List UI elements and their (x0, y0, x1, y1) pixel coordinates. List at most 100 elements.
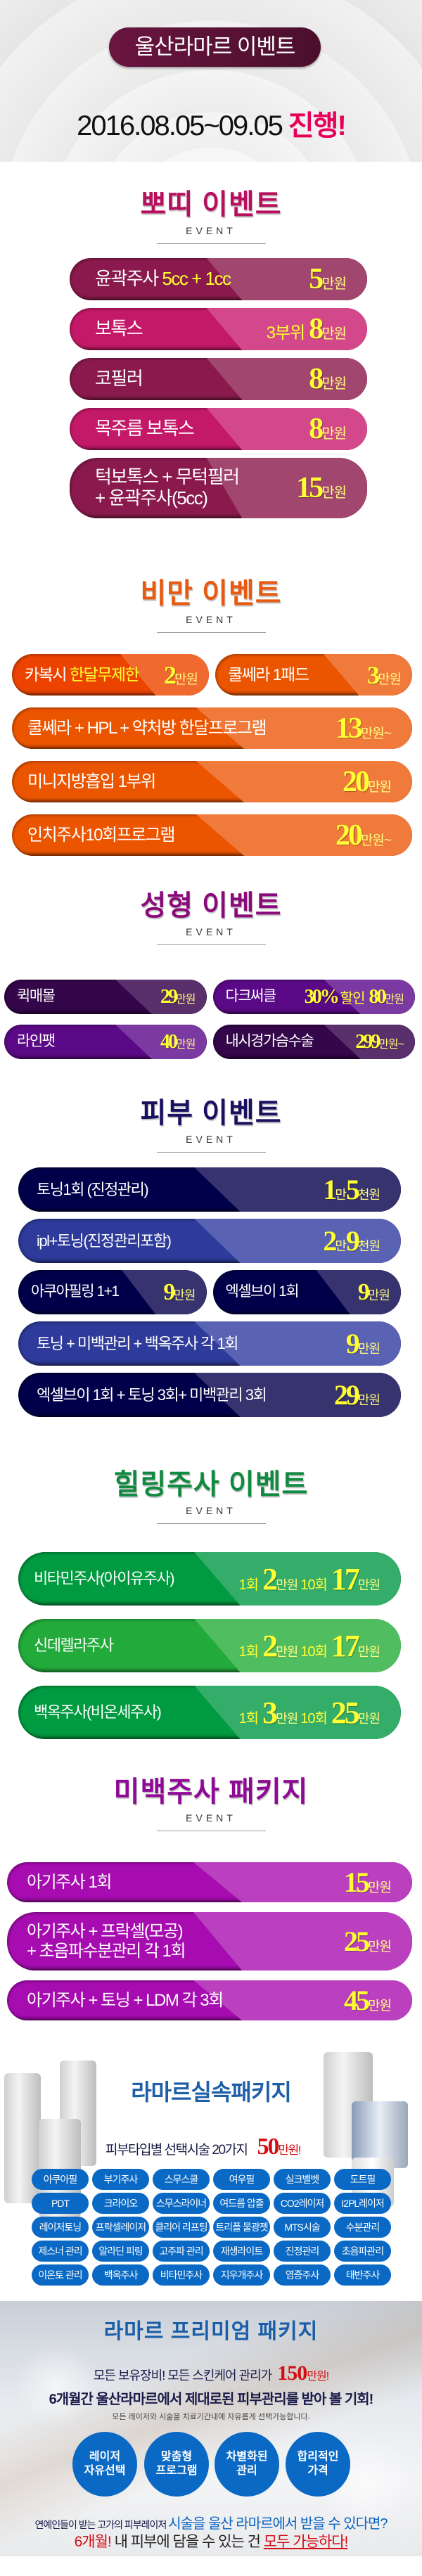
event-item[interactable]: 아기주사 1회 15 만원 (7, 1862, 412, 1902)
price-note: 1회 (238, 1643, 260, 1660)
event-item[interactable]: 코필러 8 만원 (70, 358, 367, 400)
feature-circle-line: 관리 (236, 2465, 257, 2477)
treatment-chip[interactable]: 초음파관리 (334, 2241, 391, 2262)
treatment-chip[interactable]: 재생라이트 (213, 2241, 270, 2262)
package-title: 라마르실속패키지 (131, 2080, 292, 2105)
event-item[interactable]: 비타민주사(아이유주사) 1회 2 만원 10회 17 만원 (18, 1552, 401, 1606)
event-item[interactable]: 미니지방흡입 1부위 20 만원 (12, 761, 412, 802)
treatment-chip[interactable]: 이온토 관리 (32, 2264, 89, 2286)
price-big: 45 (344, 1985, 370, 2016)
price-big: 8 (309, 363, 324, 395)
treatment-chip[interactable]: 제스너 관리 (32, 2241, 89, 2262)
treatment-chip[interactable]: 비타민주사 (153, 2264, 210, 2286)
event-item[interactable]: 아쿠아필링 1+1 9 만원 (18, 1270, 207, 1314)
treatment-chip[interactable]: 고주파 관리 (153, 2241, 210, 2262)
treatment-chip[interactable]: 부기주사 (92, 2169, 149, 2190)
treatment-chip[interactable]: 레이저토닝 (32, 2217, 89, 2238)
event-item[interactable]: 윤곽주사 5cc + 1cc 5 만원 (70, 258, 367, 300)
event-item[interactable]: 내시경가슴수술 299 만원~ (212, 1025, 415, 1059)
treatment-chip[interactable]: 도트필 (334, 2169, 391, 2190)
event-item-price: 8 만원 (309, 412, 347, 446)
treatment-chip[interactable]: 트리플 물광젯 (213, 2217, 270, 2238)
event-item-name-part: 엑셀브이 1회 + 토닝 3회+ 미백관리 3회 (37, 1385, 267, 1404)
price-note: 10회 (300, 1643, 328, 1660)
event-item[interactable]: 아기주사 + 프락셀(모공) + 초음파수분관리 각 1회 25 만원 (7, 1912, 412, 1971)
event-item[interactable]: 카복시 한달무제한 2 만원 (12, 654, 209, 696)
treatment-chip[interactable]: CO2레이저 (274, 2193, 331, 2214)
price-big: 2 (323, 1225, 337, 1257)
event-item[interactable]: 엑셀브이 1회 9 만원 (212, 1270, 401, 1314)
event-item[interactable]: 턱보톡스 + 무턱필러 + 윤곽주사(5cc) 15 만원 (70, 458, 367, 518)
event-item[interactable]: 쿨쎄라 + HPL + 약처방 한달프로그램 13 만원~ (12, 707, 412, 749)
treatment-chip[interactable]: PDT (32, 2193, 89, 2214)
event-item[interactable]: 보톡스 3부위 8 만원 (70, 308, 367, 350)
event-item-price: 13 만원~ (335, 712, 392, 745)
treatment-chip[interactable]: 여우필 (213, 2169, 270, 2190)
treatment-chip[interactable]: 크라이오 (92, 2193, 149, 2214)
section-divider (156, 1523, 266, 1524)
event-item[interactable]: 토닝 + 미백관리 + 백옥주사 각 1회 9 만원 (18, 1321, 401, 1366)
treatment-chip[interactable]: 여드름 압출 (213, 2193, 270, 2214)
event-item-name: 아쿠아필링 1+1 (31, 1283, 120, 1300)
price-big: 80 (369, 985, 387, 1008)
section-subtitle: EVENT (186, 614, 236, 625)
price-unit: 만원 (276, 1644, 298, 1659)
price-unit: 만원 (321, 326, 347, 342)
price-big: 2 (262, 1561, 278, 1596)
treatment-chip[interactable]: 지우개주사 (213, 2264, 270, 2286)
event-item[interactable]: 인치주사10회프로그램 20 만원~ (12, 814, 412, 856)
event-item-name-line: 토닝1회 (진정관리) (37, 1181, 149, 1198)
event-item-name-part: 퀵매몰 (17, 988, 56, 1005)
feature-circle-line: 합리적인 (297, 2451, 339, 2463)
price-unit: 만원 (176, 1038, 196, 1051)
treatment-chip[interactable]: 진정관리 (274, 2241, 331, 2262)
price-big: 9 (163, 1279, 175, 1305)
event-item[interactable]: 목주름 보톡스 8 만원 (70, 408, 367, 450)
section-title: 뽀띠 이벤트 (140, 189, 282, 220)
event-item[interactable]: 다크써클 30% 할인 80 만원 (212, 980, 415, 1014)
event-item[interactable]: 아기주사 + 토닝 + LDM 각 3회 45 만원 (7, 1980, 412, 2020)
feature-circle-line: 프로그램 (155, 2465, 198, 2477)
event-item[interactable]: ipl+토닝(진정관리포함) 2 만 9 천원 (18, 1219, 401, 1263)
event-item[interactable]: 백옥주사(비온세주사) 1회 3 만원 10회 25 만원 (18, 1686, 401, 1739)
event-row: 카복시 한달무제한 2 만원 쿨쎄라 1패드 3 만원 (12, 654, 412, 696)
treatment-chip[interactable]: 태반주사 (334, 2264, 391, 2286)
event-item-name-part: 미니지방흡입 1부위 (27, 771, 156, 791)
event-item[interactable]: 엑셀브이 1회 + 토닝 3회+ 미백관리 3회 29 만원 (18, 1373, 401, 1417)
price-unit: 만원 (368, 779, 392, 795)
event-item[interactable]: 퀵매몰 29 만원 (4, 980, 207, 1014)
event-item[interactable]: 토닝1회 (진정관리) 1 만 5 천원 (18, 1167, 401, 1212)
treatment-chip[interactable]: 스무스라이너 (153, 2193, 210, 2214)
treatment-chip[interactable]: 염증주사 (274, 2264, 331, 2286)
treatment-chip[interactable]: 스무스쿨 (153, 2169, 210, 2190)
treatment-chip[interactable]: 알라딘 피링 (92, 2241, 149, 2262)
price-unit: 만원 (173, 1288, 196, 1302)
feature-circle-line: 맞춤형 (160, 2451, 193, 2463)
event-row: 인치주사10회프로그램 20 만원~ (12, 814, 412, 856)
section-subtitle: EVENT (186, 1812, 236, 1824)
section-heading: 미백주사 패키지 EVENT (0, 1777, 422, 1831)
event-item-name: 신데렐라주사 (34, 1636, 114, 1654)
event-item[interactable]: 신데렐라주사 1회 2 만원 10회 17 만원 (18, 1619, 401, 1672)
section-heading: 힐링주사 이벤트 EVENT (0, 1470, 422, 1524)
event-row: ipl+토닝(진정관리포함) 2 만 9 천원 (18, 1219, 401, 1263)
event-item-name-part: 윤곽주사 (95, 268, 162, 290)
treatment-chip[interactable]: 수분관리 (334, 2217, 391, 2238)
treatment-chip[interactable]: MTS시술 (274, 2217, 331, 2238)
treatment-chip[interactable]: 클리어 리프팅 (153, 2217, 210, 2238)
event-row: 토닝 + 미백관리 + 백옥주사 각 1회 9 만원 (18, 1321, 401, 1366)
treatment-chip[interactable]: 실크벨벳 (274, 2169, 331, 2190)
section-divider (156, 944, 266, 945)
treatment-chip[interactable]: I2PL레이저 (334, 2193, 391, 2214)
event-item[interactable]: 라인팻 40 만원 (4, 1025, 207, 1059)
treatment-chip[interactable]: 아쿠아필 (32, 2169, 89, 2190)
event-item-name: 내시경가슴수술 (226, 1033, 314, 1050)
treatment-chip[interactable]: 백옥주사 (92, 2264, 149, 2286)
treatment-chip[interactable]: 프락셀레이저 (92, 2217, 149, 2238)
event-item[interactable]: 쿨쎄라 1패드 3 만원 (215, 654, 412, 696)
price-unit: 만원 (357, 1342, 381, 1356)
feature-circle: 레이저 자유선택 (72, 2432, 137, 2497)
section-title: 비만 이벤트 (140, 578, 282, 609)
event-item-name: 보톡스 (95, 318, 143, 340)
